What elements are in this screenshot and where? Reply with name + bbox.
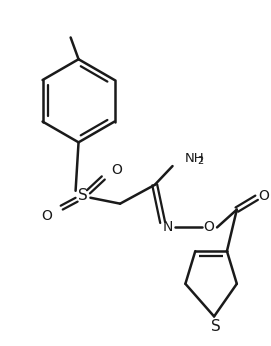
Text: 2: 2 — [197, 156, 203, 166]
Text: O: O — [112, 163, 122, 177]
Text: S: S — [78, 188, 87, 203]
Text: S: S — [211, 319, 221, 334]
Text: O: O — [204, 220, 215, 234]
Text: N: N — [162, 220, 173, 234]
Text: NH: NH — [184, 152, 204, 165]
Text: O: O — [41, 209, 52, 222]
Text: O: O — [258, 189, 269, 203]
